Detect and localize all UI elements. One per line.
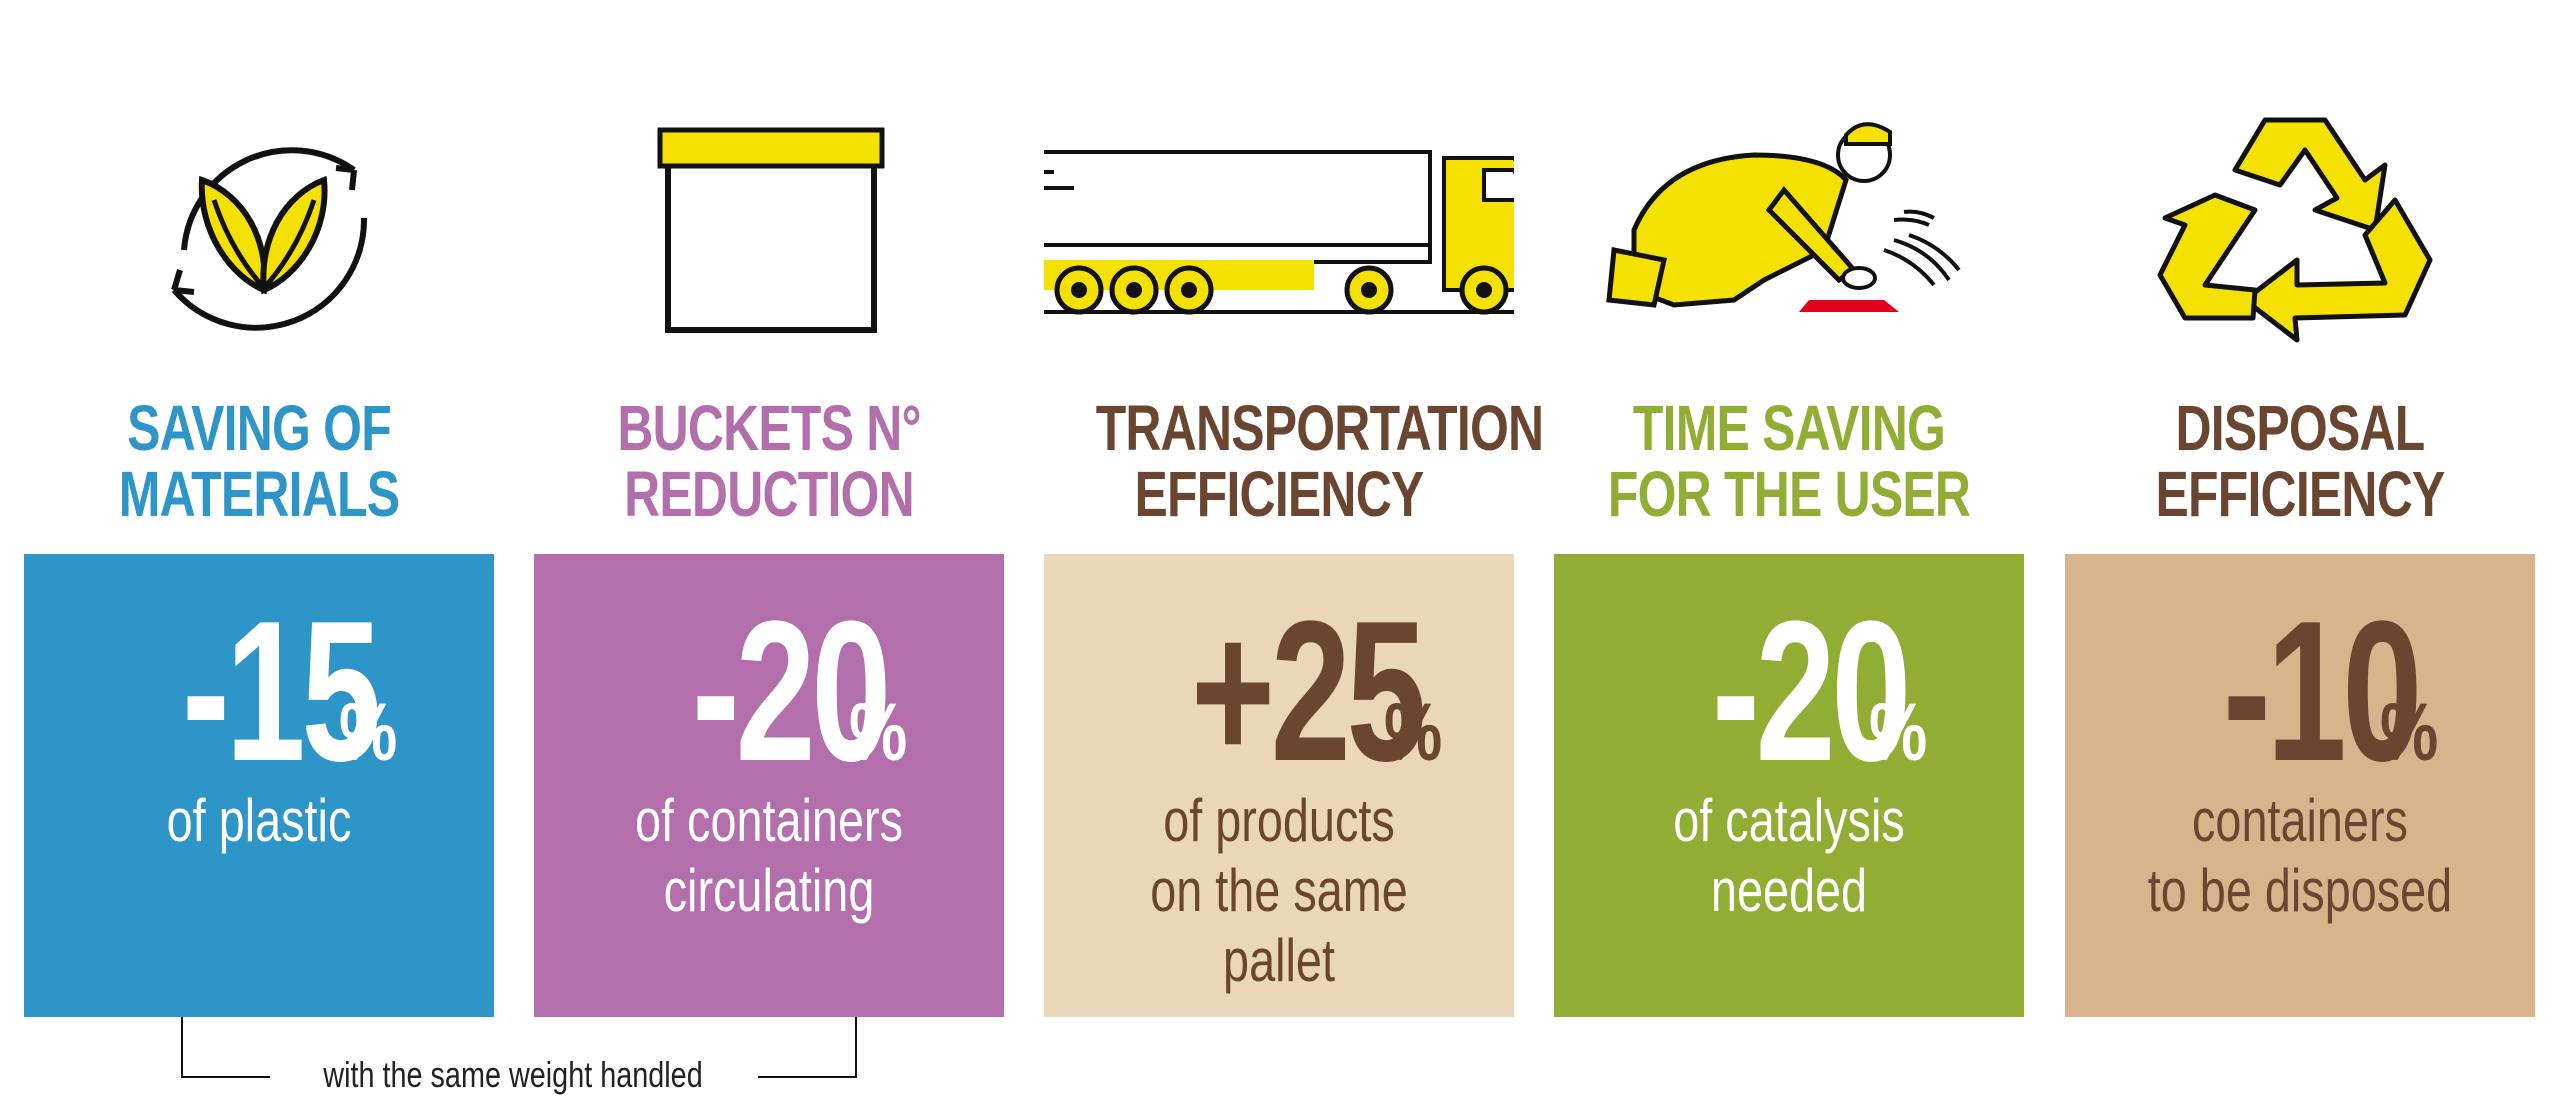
stat-box: -20% of containers circulating bbox=[534, 554, 1004, 1017]
stat-description: of plastic bbox=[166, 787, 352, 854]
footnote-text: with the same weight handled bbox=[323, 1054, 703, 1095]
card-heading: TIME SAVING FOR THE USER bbox=[1607, 392, 1971, 530]
stat-description: of products on the same pallet bbox=[1150, 787, 1408, 994]
bucket-icon bbox=[534, 100, 1004, 360]
card-disposal-efficiency: DISPOSAL EFFICIENCY -10% containers to be … bbox=[2065, 0, 2535, 1020]
stat-value: +25% bbox=[1190, 580, 1443, 803]
stat-description: of catalysis needed bbox=[1673, 787, 1905, 924]
card-buckets-reduction: BUCKETS N° REDUCTION -20% of containers ci… bbox=[534, 0, 1004, 1020]
stat-value: -20% bbox=[1711, 580, 1928, 803]
recycle-arrows-icon bbox=[2065, 100, 2535, 360]
stat-description: of containers circulating bbox=[635, 787, 903, 924]
card-saving-materials: SAVING OF MATERIALS -15% of plastic bbox=[24, 0, 494, 1020]
card-heading: SAVING OF MATERIALS bbox=[118, 392, 400, 530]
stat-description: containers to be disposed bbox=[2147, 787, 2453, 924]
stat-value: -10% bbox=[2222, 580, 2439, 803]
stat-value: -15% bbox=[181, 580, 398, 803]
stat-box: +25% of products on the same pallet bbox=[1044, 554, 1514, 1017]
worker-kneeling-icon bbox=[1554, 100, 2024, 360]
leaf-recycle-icon bbox=[24, 100, 494, 360]
truck-icon bbox=[989, 100, 1569, 360]
stat-box: -10% containers to be disposed bbox=[2065, 554, 2535, 1017]
card-heading: DISPOSAL EFFICIENCY bbox=[2155, 392, 2446, 530]
stat-box: -20% of catalysis needed bbox=[1554, 554, 2024, 1017]
card-transportation-efficiency: TRANSPORTATION EFFICIENCY +25% of product… bbox=[989, 0, 1569, 1020]
card-heading: BUCKETS N° REDUCTION bbox=[617, 392, 921, 530]
card-time-saving: TIME SAVING FOR THE USER -20% of catalysi… bbox=[1554, 0, 2024, 1020]
card-heading: TRANSPORTATION EFFICIENCY bbox=[1095, 392, 1544, 530]
stat-box: -15% of plastic bbox=[24, 554, 494, 1017]
stat-value: -20% bbox=[691, 580, 908, 803]
